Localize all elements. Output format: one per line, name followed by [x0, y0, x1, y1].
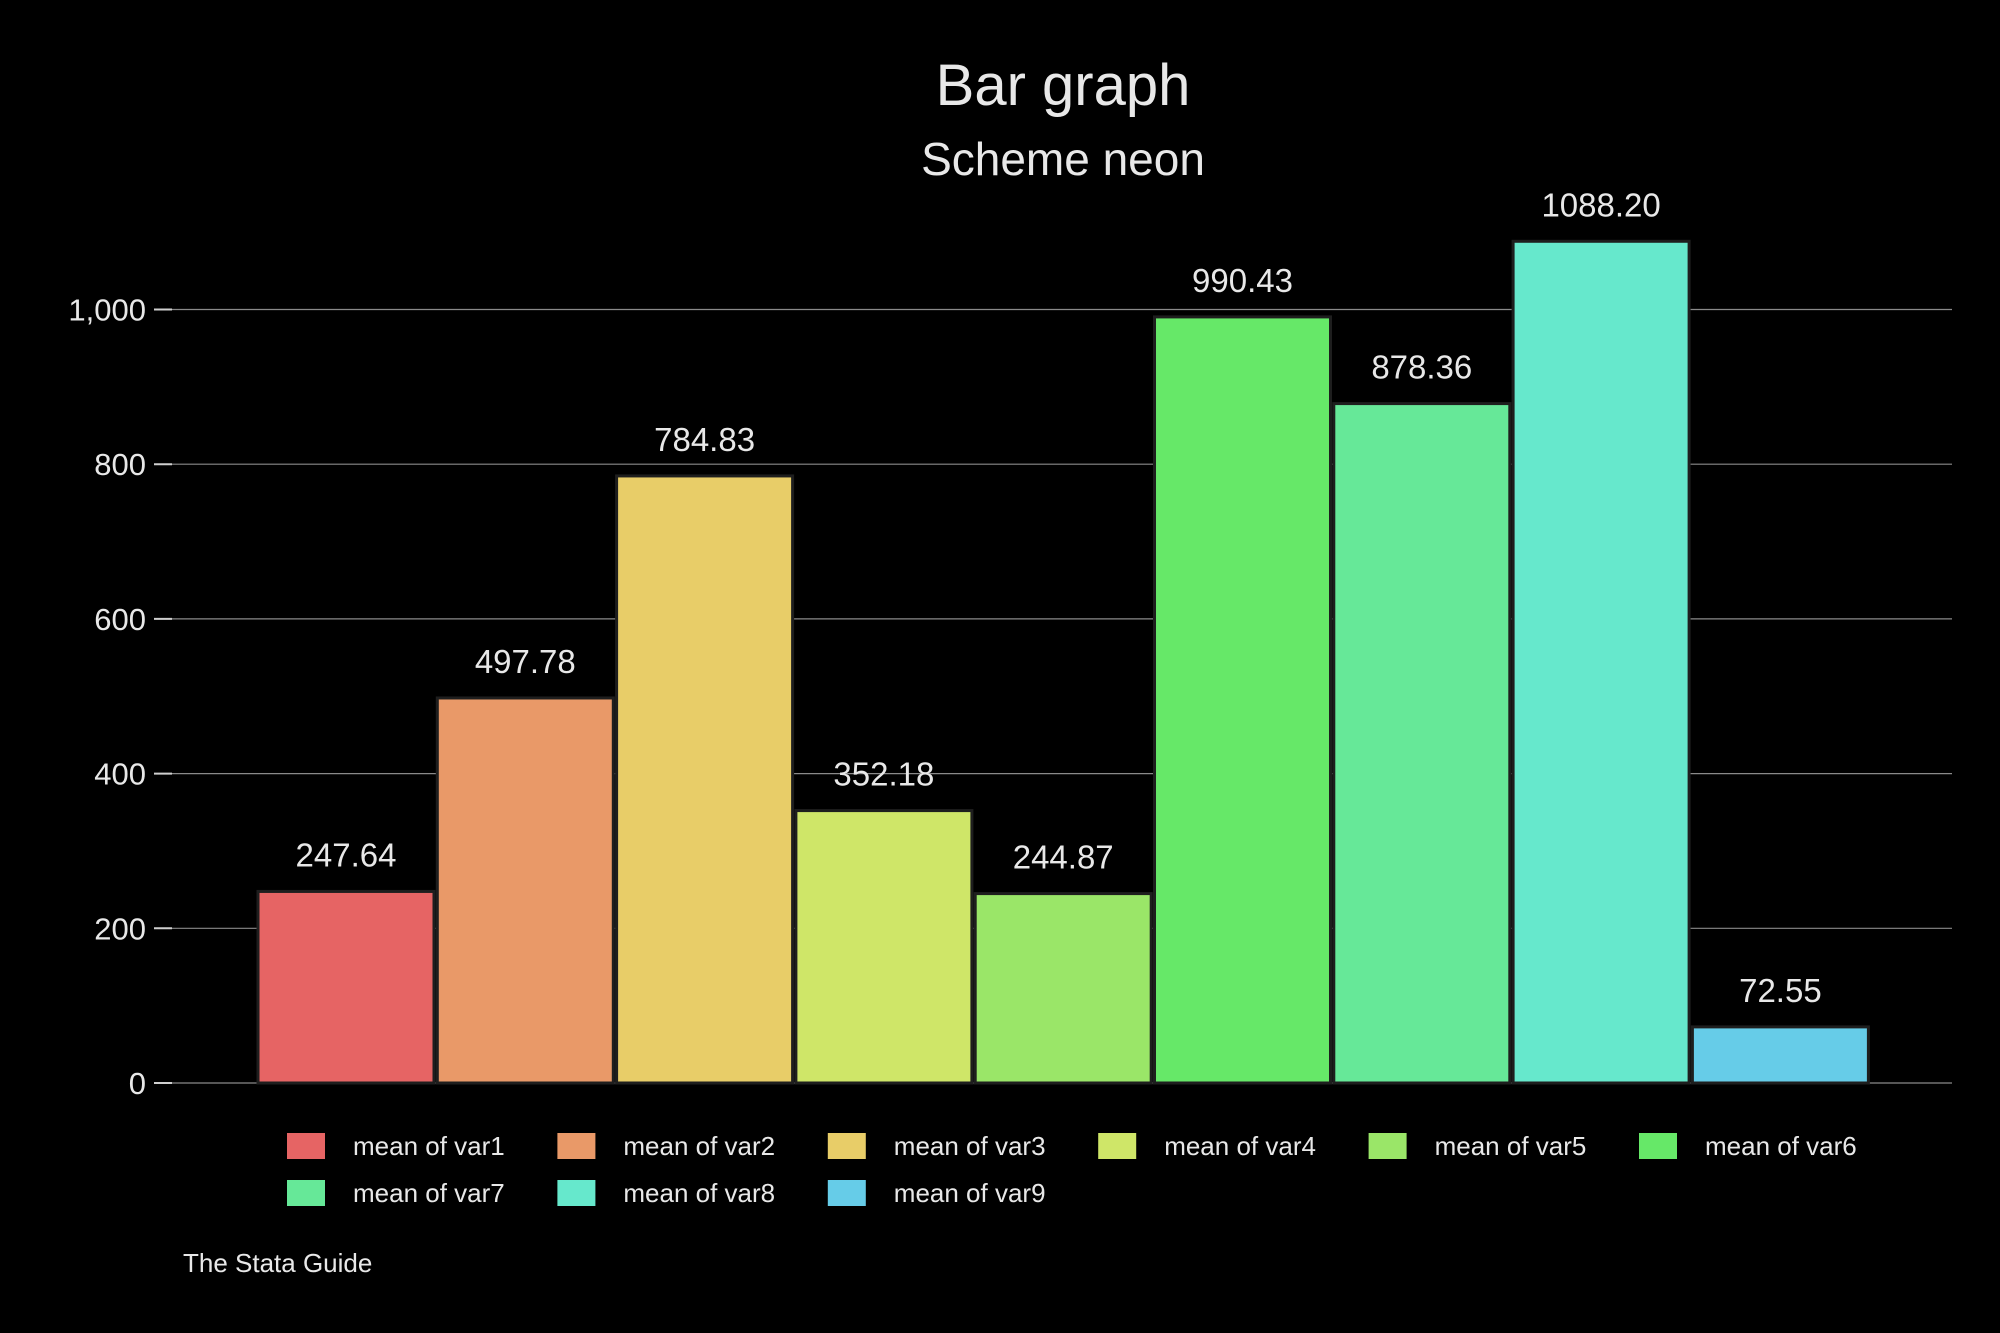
bar-value-label: 352.18 — [833, 756, 934, 793]
legend-swatch — [827, 1180, 866, 1206]
data-labels: 247.64 497.78 784.83 352.18 244.87 990.43 878.… — [296, 186, 1822, 1009]
y-tick-label: 400 — [94, 757, 146, 792]
chart-title: Bar graph — [936, 53, 1191, 118]
chart-subtitle: Scheme neon — [921, 133, 1205, 185]
bars — [256, 239, 1870, 1085]
bar — [1511, 239, 1691, 1085]
legend: mean of var1 mean of var2 mean of var3 mean… — [287, 1131, 1857, 1208]
legend-label: mean of var4 — [1164, 1131, 1316, 1161]
bar — [615, 474, 795, 1085]
legend-label: mean of var5 — [1435, 1131, 1587, 1161]
bar-value-label: 497.78 — [475, 643, 576, 680]
y-tick-label: 600 — [94, 602, 146, 637]
y-tick-label: 200 — [94, 911, 146, 946]
bar-value-label: 244.87 — [1013, 839, 1114, 876]
bar-value-label: 784.83 — [654, 421, 755, 458]
legend-swatch — [1368, 1133, 1407, 1159]
legend-swatch — [287, 1133, 325, 1159]
bar-value-label: 72.55 — [1739, 972, 1822, 1009]
legend-swatch — [287, 1180, 325, 1206]
bar — [794, 809, 974, 1085]
bar-value-label: 247.64 — [296, 836, 397, 873]
bar-value-label: 990.43 — [1192, 262, 1293, 299]
legend-label: mean of var3 — [894, 1131, 1046, 1161]
bar — [1690, 1025, 1870, 1085]
chart-note: The Stata Guide — [183, 1248, 372, 1278]
legend-label: mean of var8 — [623, 1178, 775, 1208]
bar — [1153, 315, 1332, 1085]
legend-label: mean of var2 — [623, 1131, 775, 1161]
bar — [256, 889, 436, 1085]
legend-label: mean of var1 — [353, 1131, 505, 1161]
y-axis: 0 200 400 600 800 1,000 — [68, 293, 172, 1101]
legend-swatch — [827, 1133, 866, 1159]
legend-swatch — [1098, 1133, 1137, 1159]
bar — [973, 892, 1153, 1085]
legend-swatch — [1639, 1133, 1677, 1159]
legend-swatch — [557, 1180, 596, 1206]
y-tick-label: 800 — [94, 447, 146, 482]
y-tick-label: 1,000 — [68, 293, 146, 328]
legend-label: mean of var9 — [894, 1178, 1046, 1208]
y-tick-label: 0 — [129, 1066, 146, 1101]
bar-value-label: 1088.20 — [1541, 186, 1660, 223]
legend-label: mean of var7 — [353, 1178, 505, 1208]
bar — [435, 696, 615, 1085]
bar — [1332, 402, 1512, 1085]
legend-swatch — [557, 1133, 596, 1159]
bar-value-label: 878.36 — [1371, 349, 1472, 386]
legend-label: mean of var6 — [1705, 1131, 1857, 1161]
